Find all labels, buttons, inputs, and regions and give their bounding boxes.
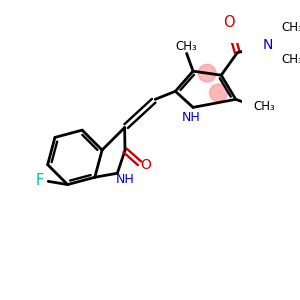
Text: N: N: [263, 38, 273, 52]
Text: O: O: [140, 158, 152, 172]
Text: F: F: [36, 173, 44, 188]
Text: CH₃: CH₃: [175, 40, 197, 53]
Text: O: O: [224, 14, 235, 29]
Text: NH: NH: [182, 110, 201, 124]
Text: NH: NH: [116, 173, 135, 186]
Circle shape: [198, 64, 216, 82]
Text: CH₃: CH₃: [281, 52, 300, 66]
Text: CH₃: CH₃: [254, 100, 276, 113]
Circle shape: [210, 84, 227, 102]
Text: CH₃: CH₃: [281, 21, 300, 34]
